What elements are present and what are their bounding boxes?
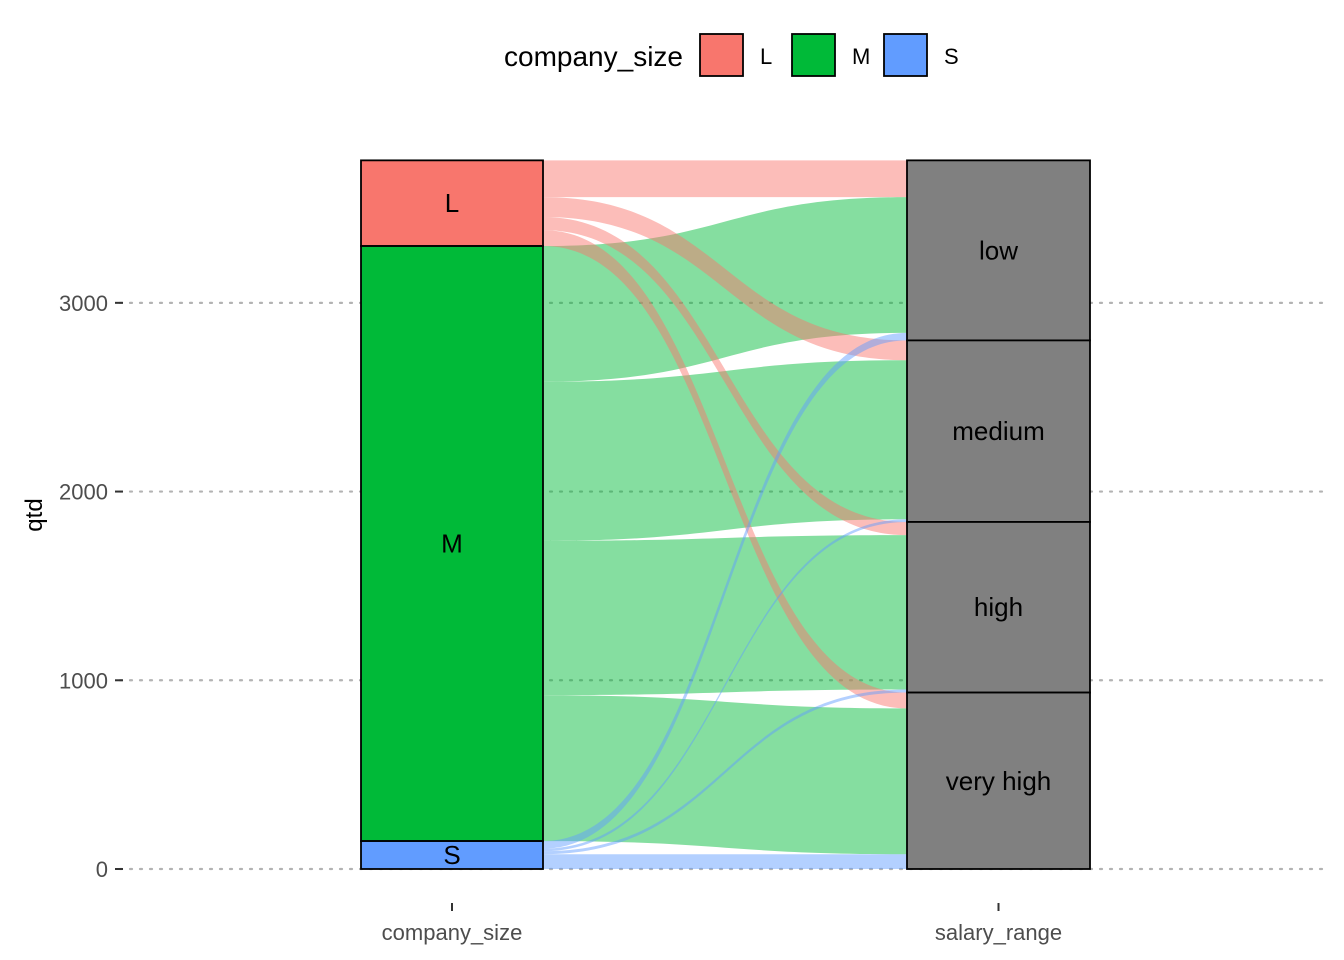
y-tick-label: 1000	[59, 668, 108, 693]
flow-S-to-very-high	[543, 854, 907, 869]
company-size-stratum-label: S	[443, 840, 460, 870]
flow-S-to-medium	[543, 519, 907, 852]
legend-label-L: L	[760, 44, 772, 69]
company-size-stratum-M	[360, 245, 544, 842]
y-tick-label: 3000	[59, 291, 108, 316]
y-tick-label: 0	[96, 857, 108, 882]
legend: company_size L M S	[504, 33, 959, 77]
salary-range-stratum-very-high	[906, 691, 1091, 870]
legend-swatch-S	[883, 33, 928, 77]
flow-L-to-very-high	[543, 230, 907, 709]
company-size-stratum-S	[360, 840, 544, 870]
salary-range-stratum-high	[906, 521, 1091, 694]
y-tick-label: 2000	[59, 480, 108, 505]
y-axis-title: qtd	[21, 498, 48, 531]
flow-S-to-low	[543, 332, 907, 849]
flow-L-to-high	[543, 216, 907, 536]
flow-M-to-very-high	[543, 695, 907, 855]
legend-label-S: S	[944, 44, 959, 69]
grid-lines	[118, 301, 1332, 871]
flow-M-to-low	[543, 197, 907, 382]
flow-L-to-medium	[543, 197, 907, 361]
salary-range-stratum-label: very high	[946, 766, 1052, 796]
legend-label-M: M	[852, 44, 870, 69]
salary-range-stratum-label: high	[974, 592, 1023, 622]
x-tick-label: company_size	[382, 920, 523, 945]
flow-M-to-medium	[543, 360, 907, 541]
legend-swatch-M	[791, 33, 836, 77]
company-size-stratum-label: L	[445, 188, 459, 218]
flows	[543, 160, 907, 869]
flow-S-to-high	[543, 689, 907, 855]
flow-L-to-low	[543, 160, 907, 198]
legend-title: company_size	[504, 41, 683, 72]
salary-range-stratum-label: low	[979, 235, 1018, 265]
y-axis: 0 1000 2000 3000	[59, 291, 123, 882]
x-tick-label: salary_range	[935, 920, 1062, 945]
company-size-stratum-label: M	[441, 529, 463, 559]
flow-M-to-high	[543, 535, 907, 696]
x-axis: company_size salary_range	[382, 903, 1062, 945]
salary-range-stratum-label: medium	[952, 416, 1044, 446]
legend-swatch-L	[699, 33, 744, 77]
